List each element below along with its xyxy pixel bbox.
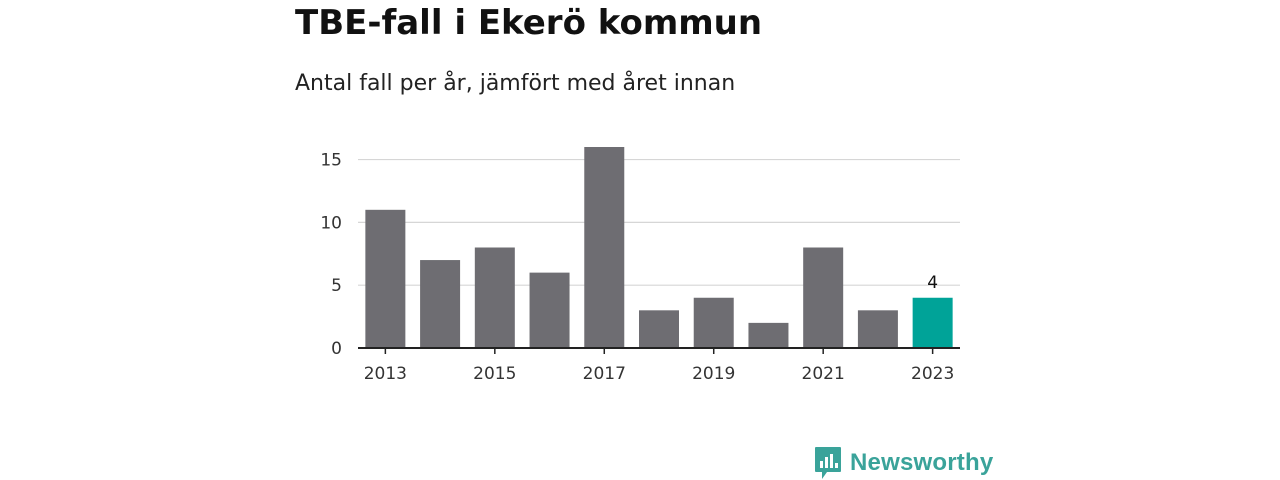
x-tick-label: 2015: [473, 364, 516, 384]
newsworthy-logo: Newsworthy: [814, 446, 993, 480]
x-tick-label: 2013: [364, 364, 407, 384]
x-tick-label: 2017: [583, 364, 626, 384]
x-tick-label: 2019: [692, 364, 735, 384]
bar-2021: [803, 247, 844, 348]
labels: 0 5 10 15 2013 2015 2017 2019 2021 2023 4: [320, 151, 954, 384]
x-tick-label: 2023: [911, 364, 954, 384]
y-tick-label: 5: [331, 276, 342, 296]
bar-2019: [693, 297, 734, 348]
bars: [365, 147, 953, 348]
bar-chart-speech-bubble-icon: [815, 447, 841, 479]
bar-2016: [529, 272, 570, 348]
y-tick-label: 0: [331, 339, 342, 359]
brand-name: Newsworthy: [850, 449, 994, 476]
bar-2018: [639, 310, 679, 348]
axes: [358, 347, 960, 354]
bar-2014: [420, 260, 461, 348]
bar-2022: [857, 310, 898, 348]
bar-2017: [584, 147, 625, 348]
bar-2023: [912, 297, 953, 348]
y-tick-label: 10: [320, 213, 342, 233]
chart-title: TBE-fall i Ekerö kommun: [295, 3, 763, 43]
data-label: 4: [927, 273, 938, 293]
bar-chart: 0 5 10 15 2013 2015 2017 2019 2021 2023 4: [320, 147, 960, 384]
bar-2015: [474, 247, 515, 348]
y-tick-label: 15: [320, 151, 342, 171]
bar-2013: [365, 209, 406, 348]
chart-subtitle: Antal fall per år, jämfört med året inna…: [295, 71, 736, 96]
bar-2020: [748, 322, 789, 348]
x-tick-label: 2021: [802, 364, 845, 384]
